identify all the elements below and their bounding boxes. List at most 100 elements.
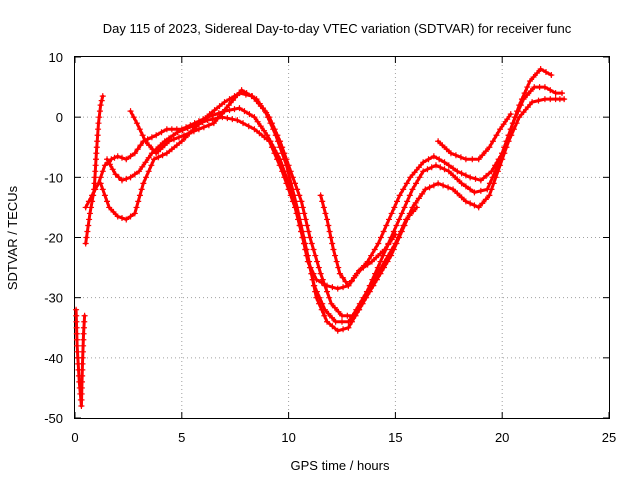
data-point xyxy=(80,330,87,337)
data-point xyxy=(324,318,331,325)
data-point xyxy=(524,104,531,111)
data-point xyxy=(447,150,454,157)
data-point xyxy=(324,288,331,295)
data-point xyxy=(364,261,371,268)
data-point xyxy=(385,241,392,248)
data-point xyxy=(254,118,261,125)
data-point xyxy=(271,150,278,157)
data-point xyxy=(274,156,281,163)
data-point xyxy=(367,282,374,289)
data-point xyxy=(494,162,501,169)
data-point xyxy=(279,144,286,151)
data-point xyxy=(521,90,528,97)
data-point xyxy=(94,138,101,145)
data-point xyxy=(440,182,447,189)
data-point xyxy=(216,103,223,110)
data-point xyxy=(304,222,311,229)
data-point xyxy=(82,204,89,211)
data-point xyxy=(230,97,237,104)
data-point xyxy=(377,234,384,241)
data-point xyxy=(524,84,531,91)
data-point xyxy=(92,186,99,193)
data-point xyxy=(411,169,418,176)
data-point xyxy=(218,111,225,118)
data-point xyxy=(256,100,263,107)
series-line xyxy=(129,88,419,318)
x-tick-label: 10 xyxy=(281,430,295,445)
data-point xyxy=(388,210,395,217)
data-point xyxy=(339,274,346,281)
data-point xyxy=(298,198,305,205)
data-point xyxy=(320,204,327,211)
data-point xyxy=(106,161,113,168)
data-point xyxy=(500,121,507,128)
x-tick-label: 0 xyxy=(71,430,78,445)
data-point xyxy=(294,204,301,211)
data-point xyxy=(534,70,541,77)
data-point xyxy=(256,130,263,137)
data-point xyxy=(497,156,504,163)
data-point xyxy=(420,159,427,166)
data-point xyxy=(78,396,85,403)
data-point xyxy=(303,246,310,253)
data-point xyxy=(185,130,192,137)
data-point xyxy=(97,174,104,181)
x-tick-labels: 0 5 10 15 20 25 xyxy=(71,430,616,445)
x-tick-label: 25 xyxy=(602,430,616,445)
data-point xyxy=(308,270,315,277)
data-point xyxy=(334,285,341,292)
data-point xyxy=(374,270,381,277)
data-point xyxy=(142,138,149,145)
data-point xyxy=(224,115,231,122)
data-point xyxy=(179,127,186,134)
data-point xyxy=(472,175,479,182)
data-point xyxy=(445,184,452,191)
data-point xyxy=(84,228,91,235)
data-point xyxy=(85,222,92,229)
data-point xyxy=(153,150,160,157)
data-point xyxy=(202,115,209,122)
data-point xyxy=(336,270,343,277)
data-point xyxy=(413,204,420,211)
data-point xyxy=(261,134,268,141)
data-point xyxy=(234,117,241,124)
data-point xyxy=(139,132,146,139)
data-point xyxy=(104,198,111,205)
data-point xyxy=(321,312,328,319)
data-point xyxy=(210,120,217,127)
data-point xyxy=(269,120,276,127)
data-point xyxy=(222,106,229,113)
data-point xyxy=(380,228,387,235)
data-point xyxy=(436,156,443,163)
data-point xyxy=(148,134,155,141)
data-point xyxy=(325,310,332,317)
data-point xyxy=(240,120,247,127)
data-point xyxy=(326,294,333,301)
data-point xyxy=(145,168,152,175)
data-point xyxy=(536,84,543,91)
data-point xyxy=(475,156,482,163)
data-point xyxy=(458,180,465,187)
data-point xyxy=(422,186,429,193)
data-point xyxy=(400,222,407,229)
series-line xyxy=(319,193,397,288)
x-tick-label: 20 xyxy=(495,430,509,445)
data-point xyxy=(85,198,92,205)
data-point xyxy=(489,138,496,145)
data-point xyxy=(475,204,482,211)
data-point xyxy=(329,314,336,321)
data-point xyxy=(175,134,182,141)
data-point xyxy=(136,168,143,175)
data-point xyxy=(131,171,138,178)
data-point xyxy=(383,222,390,229)
data-point xyxy=(148,162,155,169)
data-point xyxy=(345,282,352,289)
data-point xyxy=(79,378,86,385)
data-point xyxy=(454,176,461,183)
data-point xyxy=(138,186,145,193)
data-point xyxy=(281,150,288,157)
data-point xyxy=(416,174,423,181)
x-tick-label: 5 xyxy=(178,430,185,445)
data-point xyxy=(492,168,499,175)
data-point xyxy=(173,142,180,149)
